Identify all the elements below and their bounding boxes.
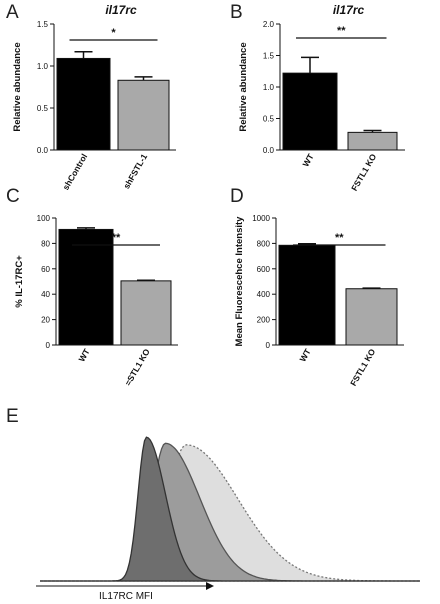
panel-a-significance-label: *: [111, 27, 116, 39]
panel-a-category-label: shFSTL-1: [121, 152, 149, 191]
panel-b-ytick-label: 0.5: [263, 115, 275, 124]
panel-b-ytick-label: 2.0: [263, 20, 275, 29]
panel-c-category-label: =STL1 KO: [123, 347, 152, 388]
panel-a-bar: [117, 79, 170, 151]
panel-c-significance-label: **: [112, 232, 121, 244]
panel-c-ytick-label: 40: [41, 290, 50, 299]
panel-e-axis-arrow: [206, 582, 214, 590]
panel-b-category-label: FSTL1 KO: [349, 152, 378, 193]
panel-b-bar: [282, 72, 338, 151]
panel-b-ytick-label: 1.0: [263, 83, 275, 92]
panel-d-ytick-label: 600: [257, 265, 271, 274]
panel-d-category-label: WT: [297, 346, 313, 363]
panel-d-ytick-label: 1000: [252, 214, 270, 223]
panel-a-title: il17rc: [105, 3, 137, 17]
panel-c-category-label: WT: [76, 346, 92, 363]
panel-d-significance-label: **: [335, 232, 344, 244]
panel-d-bar: [278, 244, 336, 346]
panel-c-bar: [120, 280, 172, 346]
panel-letter-b: B: [230, 2, 243, 23]
panel-letter-c: C: [6, 186, 20, 207]
panel-c-ytick-label: 100: [37, 214, 51, 223]
panel-e-x-axis-label: IL17RC MFI: [99, 591, 153, 602]
panel-d-ytick-label: 0: [266, 341, 271, 350]
panel-b-significance-label: **: [337, 25, 346, 37]
panel-d-ytick-label: 400: [257, 290, 271, 299]
panel-letter-e: E: [6, 406, 19, 427]
panel-c-ytick-label: 20: [41, 316, 50, 325]
panel-d-chart: 0 200 400 600 800 1000 Mean Fluorescehce Inten…: [234, 214, 404, 388]
panel-b-category-label: WT: [300, 151, 316, 168]
panel-c-bar: [58, 228, 114, 346]
panel-b-ytick-label: 0.0: [263, 146, 275, 155]
panel-b-ytick-label: 1.5: [263, 52, 275, 61]
panel-d-y-axis-label: Mean Fluorescehce Intensity: [234, 216, 245, 347]
panel-e-histogram: IL17RC MFI: [36, 436, 420, 602]
panel-b-title: il17rc: [333, 3, 365, 17]
panel-letter-d: D: [230, 186, 244, 207]
panel-a-ytick-label: 0.5: [37, 104, 49, 113]
panel-a-category-label: shControl: [61, 152, 90, 192]
panel-c-ytick-label: 0: [46, 341, 51, 350]
panel-e-histogram-isotype: [40, 436, 420, 582]
panel-d-ytick-label: 800: [257, 239, 271, 248]
panel-b-chart: il17rc 0.0 0.5 1.0 1.5 2.0 Relative abundance W…: [238, 3, 405, 193]
panel-b-y-axis-label: Relative abundance: [238, 42, 249, 131]
panel-a-bar: [56, 57, 111, 151]
panel-c-ytick-label: 60: [41, 265, 50, 274]
panel-c-y-axis-label: % IL-17RC+: [14, 255, 25, 308]
panel-d-ytick-label: 200: [257, 316, 271, 325]
panel-b-bar: [347, 131, 398, 151]
panel-d-bar: [345, 288, 398, 346]
panel-c-chart: 0 20 40 60 80 100 % IL-17RC+ WT =STL1 KO **: [14, 214, 178, 387]
panel-a-y-axis-label: Relative abundance: [12, 42, 23, 131]
panel-a-ytick-label: 0.0: [37, 146, 49, 155]
panel-a-chart: il17rc 0.0 0.5 1.0 1.5 Relative abundance shCo…: [12, 3, 176, 192]
panel-d-category-label: FSTL1 KO: [348, 347, 377, 388]
panel-c-ytick-label: 80: [41, 239, 50, 248]
panel-a-ytick-label: 1.0: [37, 62, 49, 71]
panel-letter-a: A: [6, 2, 19, 23]
panel-a-ytick-label: 1.5: [37, 20, 49, 29]
